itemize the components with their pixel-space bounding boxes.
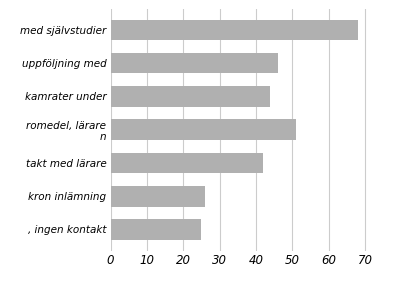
Bar	[111, 186, 205, 207]
Bar	[111, 219, 201, 240]
Bar	[111, 53, 278, 74]
Bar	[111, 20, 358, 40]
Bar	[111, 153, 263, 173]
Bar	[111, 119, 296, 140]
Bar	[111, 86, 271, 107]
